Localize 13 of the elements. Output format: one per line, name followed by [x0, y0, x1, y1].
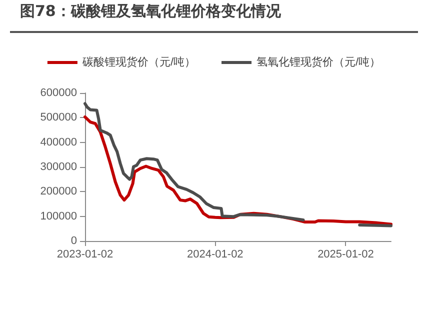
legend-label: 碳酸锂现货价（元/吨） [81, 56, 196, 68]
chart-title: 图78：碳酸锂及氢氧化锂价格变化情况 [20, 2, 281, 21]
x-tick-label: 2024-01-02 [187, 248, 244, 260]
y-tick-label: 300000 [40, 161, 77, 173]
x-tick-label: 2023-01-02 [56, 248, 114, 260]
y-tick-label: 200000 [40, 186, 77, 198]
y-tick-label: 500000 [40, 112, 77, 124]
y-tick-label: 0 [70, 235, 77, 247]
legend-label: 氢氧化锂现货价（元/吨） [256, 56, 381, 68]
x-tick-label: 2025-01-02 [318, 248, 374, 260]
y-tick-label: 400000 [40, 136, 77, 148]
y-tick-label: 600000 [40, 87, 77, 99]
y-tick-label: 100000 [40, 210, 77, 222]
